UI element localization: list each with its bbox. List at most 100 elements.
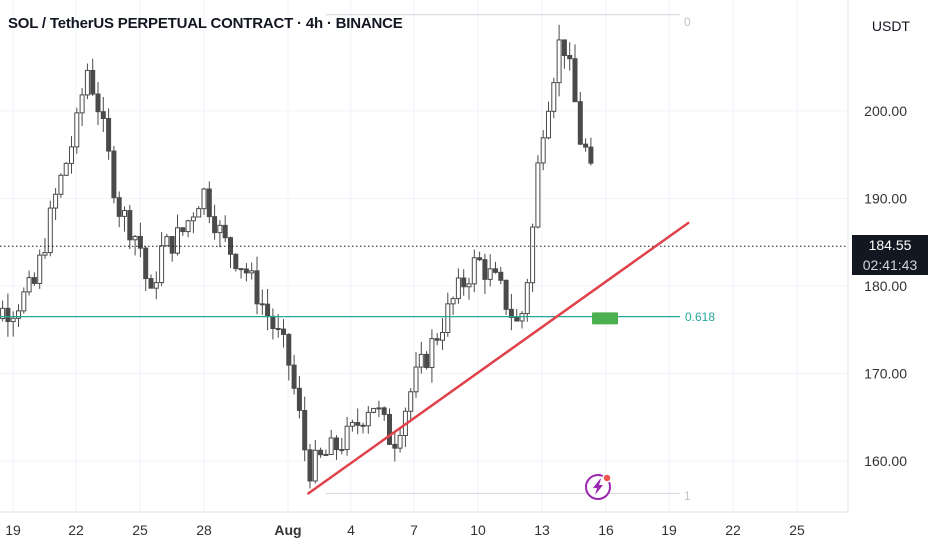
candle-up [0, 307, 6, 320]
candle-up [535, 162, 541, 228]
candle-up [344, 425, 350, 451]
trend-line [307, 221, 690, 495]
candle-up [79, 94, 85, 114]
candle-up [429, 338, 435, 369]
candle-down [106, 117, 112, 152]
candle-down [238, 268, 244, 271]
currency-label[interactable]: USDT [871, 18, 910, 34]
candle-down [355, 422, 361, 426]
candle-up [413, 366, 419, 393]
candle-up [58, 174, 64, 195]
fib-label-0: 0 [684, 15, 691, 29]
candle-up [63, 162, 69, 176]
candle-up [42, 252, 48, 256]
candle-up [185, 220, 191, 233]
candle-down [169, 236, 175, 254]
candle-down [148, 278, 154, 289]
candle-up [10, 317, 16, 323]
candle-down [233, 253, 239, 270]
candle-up [132, 235, 138, 241]
drawing-layer [0, 14, 848, 495]
candle-down [503, 279, 509, 310]
candle-down [381, 407, 387, 415]
target-zone-box [592, 312, 618, 325]
candle-up [455, 277, 461, 300]
candle-up [371, 407, 377, 413]
candle-up [323, 453, 329, 456]
candle-down [265, 303, 271, 317]
y-axis-tick-label: 160.00 [864, 453, 907, 469]
candle-down [302, 409, 308, 451]
candle-up [196, 208, 202, 218]
candle-down [254, 270, 260, 305]
candle-up [471, 257, 477, 285]
candle-down [482, 259, 488, 280]
candle-down [583, 143, 589, 148]
candle-down [100, 111, 106, 119]
candle-down [143, 247, 149, 280]
candle-up [26, 277, 32, 293]
badge-notification-dot [602, 473, 612, 483]
candle-up [164, 236, 170, 247]
candle-down [111, 150, 117, 199]
candle-down [286, 333, 292, 366]
candle-up [365, 411, 371, 427]
candle-down [180, 227, 186, 233]
candle-up [190, 216, 196, 222]
candle-up [69, 146, 74, 164]
candle-up [217, 224, 223, 234]
candle-up [551, 82, 557, 112]
candle-up [530, 226, 536, 284]
candle-up [312, 449, 318, 482]
candle-down [31, 277, 37, 284]
candle-up [556, 39, 562, 84]
candle-down [561, 39, 567, 57]
axis-layer: 19 22 25 28 Aug 4 7 10 13 16 19 22 25 160.00 170.00 180… [5, 103, 907, 538]
candle-down [572, 58, 578, 103]
candle-up [408, 391, 414, 412]
candle-down [243, 268, 249, 274]
candle-down [281, 328, 286, 335]
candle-up [466, 283, 472, 288]
candle-down [206, 188, 212, 218]
candle-up [328, 437, 334, 455]
candle-up [21, 291, 27, 312]
candle-up [175, 227, 180, 254]
alert-badge[interactable] [585, 473, 612, 500]
candle-down [222, 224, 228, 239]
candle-up [47, 207, 53, 254]
candle-up [84, 69, 90, 96]
candle-up [450, 298, 456, 305]
x-axis-tick-label: 4 [347, 522, 355, 538]
candle-up [122, 210, 127, 217]
y-axis-tick-label: 190.00 [864, 191, 907, 207]
candle-up [519, 313, 525, 322]
candle-up [445, 303, 451, 333]
candle-up [349, 422, 355, 427]
candle-up [524, 282, 530, 315]
candle-down [514, 316, 520, 322]
chart-title: SOL / TetherUS PERPETUAL CONTRACT · 4h ·… [8, 15, 403, 32]
candle-up [16, 310, 21, 319]
candle-down [270, 315, 276, 330]
candle-down [493, 268, 498, 273]
candle-down [477, 257, 483, 261]
candle-down [567, 55, 573, 60]
x-axis-tick-label: 19 [5, 522, 21, 538]
candle-down [137, 235, 143, 249]
candle-up [376, 407, 382, 410]
candle-down [307, 449, 313, 482]
x-axis-tick-label: 16 [598, 522, 614, 538]
candle-up [159, 245, 165, 284]
candle-up [153, 282, 159, 289]
candle-down [116, 197, 122, 217]
candle-up [37, 254, 43, 284]
lightning-bolt-icon [593, 479, 603, 495]
candle-up [201, 188, 207, 210]
candle-down [318, 449, 324, 456]
candle-down [296, 387, 302, 411]
candle-down [588, 146, 594, 164]
x-axis-tick-label: 22 [68, 522, 84, 538]
